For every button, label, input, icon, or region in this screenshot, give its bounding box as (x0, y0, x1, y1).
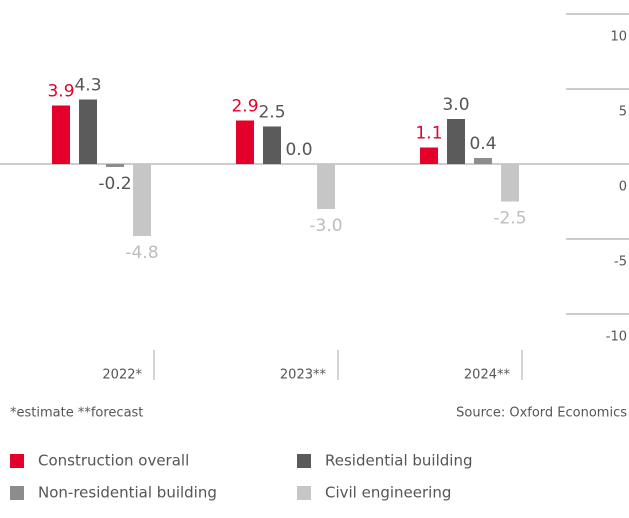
value-label: 0.4 (469, 134, 496, 154)
bar (263, 126, 281, 164)
y-tick-label: -10 (606, 330, 627, 345)
legend-label: Residential building (325, 452, 472, 470)
value-label: 3.9 (47, 82, 74, 102)
y-tick-label: 0 (619, 180, 627, 195)
value-label: 4.3 (74, 76, 101, 96)
legend-label: Non-residential building (38, 484, 217, 502)
value-label: 2.5 (258, 103, 285, 123)
value-label: -4.8 (125, 243, 158, 263)
y-tick-label: -5 (614, 255, 627, 270)
bar (420, 147, 438, 164)
legend-swatch (297, 454, 311, 468)
y-tick-label: 10 (610, 30, 627, 45)
legend-swatch (10, 454, 24, 468)
value-label: 1.1 (415, 124, 442, 144)
source: Source: Oxford Economics (456, 406, 627, 421)
bar (133, 164, 151, 236)
value-label: -2.5 (493, 209, 526, 229)
value-label: 0.0 (285, 140, 312, 160)
bar (52, 105, 70, 164)
value-label: -3.0 (309, 216, 342, 236)
x-tick-label: 2024** (464, 368, 511, 383)
value-label: 3.0 (442, 95, 469, 115)
bar (474, 158, 492, 164)
x-tick-label: 2022* (102, 368, 142, 383)
bar (501, 164, 519, 202)
x-tick-label: 2023** (280, 368, 327, 383)
value-label: -0.2 (98, 174, 131, 194)
value-label: 2.9 (231, 97, 258, 117)
legend-swatch (297, 486, 311, 500)
footnote: *estimate **forecast (10, 406, 143, 421)
bar (447, 119, 465, 164)
bar (317, 164, 335, 209)
legend-label: Construction overall (38, 452, 189, 470)
y-tick-label: 5 (619, 105, 627, 120)
bar (79, 99, 97, 164)
legend-label: Civil engineering (325, 484, 451, 502)
bar (106, 164, 124, 167)
legend-swatch (10, 486, 24, 500)
bar (236, 120, 254, 164)
